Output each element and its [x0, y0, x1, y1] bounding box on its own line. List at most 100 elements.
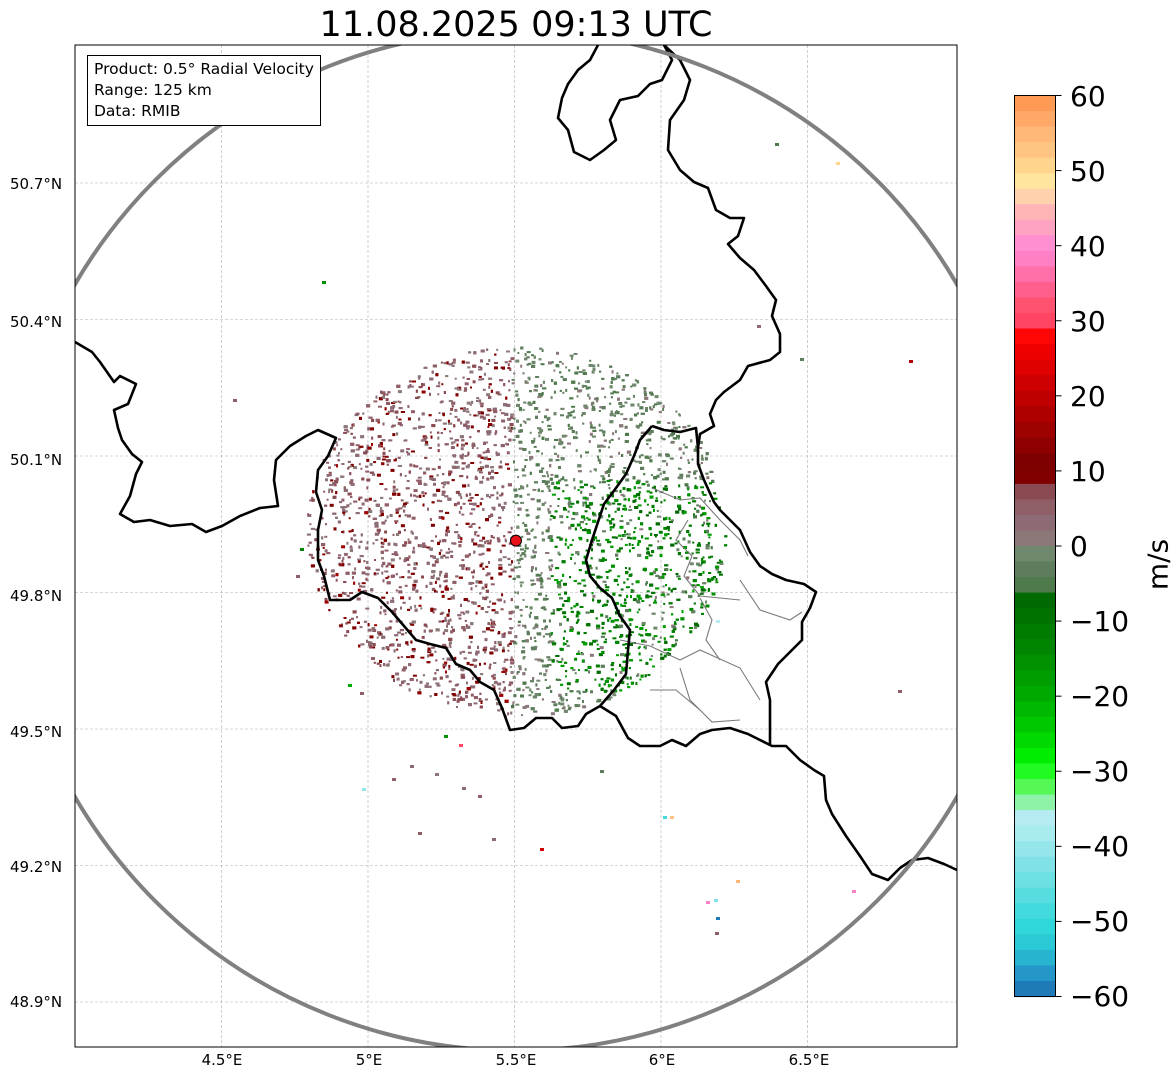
echo-cell [398, 515, 401, 518]
echo-cell [549, 464, 552, 468]
echo-cell [504, 435, 507, 438]
echo-cell [382, 422, 385, 426]
echo-cell [700, 457, 704, 461]
echo-cell [543, 673, 547, 677]
echo-cell [338, 593, 343, 597]
echo-cell [388, 449, 391, 452]
echo-cell [566, 415, 570, 419]
echo-cell [558, 466, 561, 469]
echo-cell [511, 427, 516, 430]
echo-cell [610, 668, 614, 671]
echo-cell [360, 435, 365, 439]
echo-cell [503, 686, 506, 690]
echo-cell [365, 579, 369, 582]
echo-cell [461, 462, 466, 465]
echo-cell [606, 494, 609, 498]
echo-cell [421, 390, 426, 394]
echo-cell [494, 366, 498, 370]
echo-cell [505, 396, 508, 400]
echo-cell [662, 573, 667, 576]
echo-cell [572, 669, 576, 671]
echo-cell [516, 525, 520, 529]
echo-cell [689, 562, 694, 566]
echo-cell [622, 470, 625, 474]
echo-cell [614, 430, 617, 434]
echo-cell [355, 453, 360, 457]
echo-cell [427, 647, 431, 651]
echo-cell [526, 538, 531, 541]
echo-cell [700, 606, 704, 609]
echo-cell [705, 472, 709, 475]
echo-cell [600, 559, 605, 562]
echo-cell [458, 576, 463, 579]
echo-cell [561, 362, 564, 365]
echo-cell [490, 494, 495, 497]
echo-cell [428, 447, 432, 449]
echo-cell [619, 424, 624, 428]
echo-cell [570, 523, 575, 527]
echo-cell [419, 596, 422, 600]
echo-cell [524, 550, 527, 553]
echo-cell [535, 567, 537, 571]
echo-cell [556, 536, 561, 539]
echo-cell [485, 611, 489, 613]
echo-cell [704, 499, 706, 502]
echo-cell [558, 593, 561, 596]
echo-cell [608, 479, 613, 481]
echo-cell [462, 502, 466, 505]
echo-cell [618, 624, 623, 628]
echo-cell [484, 698, 488, 701]
echo-cell [654, 534, 657, 538]
echo-cell [504, 538, 507, 542]
echo-cell [706, 517, 711, 520]
echo-cell [652, 405, 655, 409]
echo-cell [624, 426, 628, 429]
echo-cell [645, 439, 649, 442]
echo-cell [373, 461, 377, 464]
echo-cell [612, 592, 616, 596]
echo-cell [326, 552, 331, 555]
echo-cell [624, 440, 629, 443]
echo-cell [518, 407, 522, 411]
echo-cell [700, 462, 703, 464]
echo-cell [456, 387, 459, 391]
echo-cell [448, 612, 450, 615]
echo-cell [601, 632, 606, 635]
echo-cell [525, 686, 530, 689]
echo-cell [690, 439, 693, 443]
echo-cell [593, 512, 596, 515]
echo-cell [361, 585, 366, 588]
echo-cell [659, 472, 662, 475]
echo-cell [612, 637, 617, 640]
echo-cell [534, 624, 539, 627]
echo-cell [353, 500, 358, 503]
echo-cell [701, 513, 704, 516]
echo-cell [365, 465, 369, 468]
echo-cell [626, 683, 629, 686]
echo-cell [603, 439, 607, 442]
echo-cell [401, 576, 405, 579]
echo-cell [585, 688, 588, 692]
echo-cell [511, 560, 513, 564]
echo-cell [394, 410, 399, 414]
echo-cell [435, 535, 437, 538]
echo-cell [646, 590, 650, 593]
echo-cell [345, 571, 350, 575]
echo-cell [397, 631, 401, 634]
echo-cell [589, 359, 592, 362]
echo-cell [569, 397, 574, 400]
echo-cell [669, 537, 672, 540]
echo-cell [570, 557, 573, 560]
echo-cell [343, 510, 348, 513]
echo-cell [408, 596, 411, 600]
echo-cell [507, 467, 510, 470]
echo-cell [447, 419, 450, 423]
echo-cell [459, 475, 464, 478]
echo-cell [471, 508, 476, 511]
echo-cell [585, 504, 590, 508]
echo-cell [644, 393, 647, 397]
echo-cell [365, 607, 370, 610]
echo-cell [524, 528, 528, 532]
echo-cell [515, 434, 520, 438]
echo-cell [578, 569, 582, 572]
